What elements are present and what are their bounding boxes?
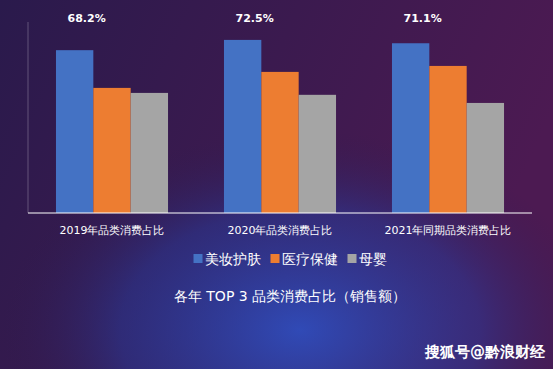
data-label: 71.1% [404,12,442,25]
bar [299,95,336,213]
legend-label: 母婴 [359,251,387,267]
x-tick-label: 2019年品类消费占比 [60,224,165,237]
x-axis-line [28,213,532,214]
bar [93,88,130,213]
legend-swatch [348,254,357,263]
data-label: 68.2% [68,12,106,25]
source: 搜狐号@黔浪财经 [424,343,546,361]
bars [56,40,504,213]
y-axis-line [28,22,29,213]
legend-label: 医疗保健 [282,251,338,267]
bar [429,66,466,213]
bar [131,93,168,213]
bar [467,103,504,213]
legend-label: 美妆护肤 [205,251,261,267]
bar [56,50,93,213]
chart: 68.2% 72.5% 71.1% 2019年品类消费占比 2020年品类消费占比 202… [0,0,553,369]
legend-swatch [194,254,203,263]
x-tick-label: 2021年同期品类消费占比 [385,224,512,237]
x-tick-label: 2020年品类消费占比 [228,224,333,237]
legend: 美妆护肤 医疗保健 母婴 [194,251,387,267]
data-label: 72.5% [236,12,274,25]
title: 各年 TOP 3 品类消费占比（销售额） [174,288,406,304]
bar [392,43,429,213]
bar [224,40,261,213]
legend-swatch [271,254,280,263]
bar [261,72,298,213]
data-labels: 68.2% 72.5% 71.1% [68,12,442,25]
